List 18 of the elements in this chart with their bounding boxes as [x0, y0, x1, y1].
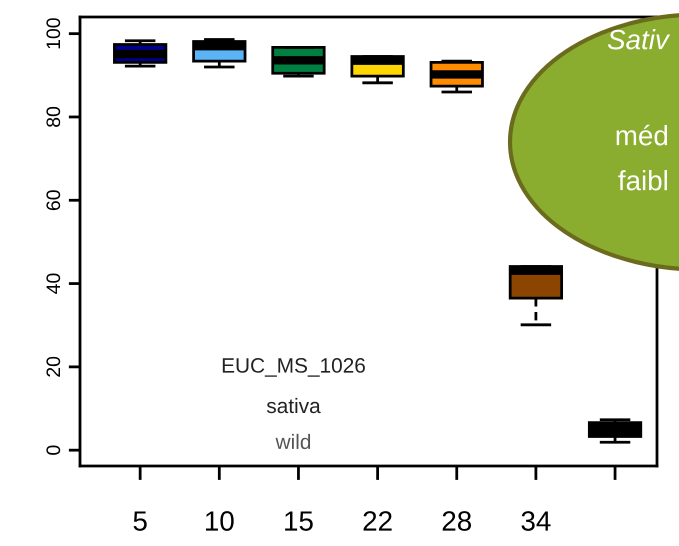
x-tick-label: 28: [442, 511, 471, 531]
x-tick-label: 22: [364, 511, 392, 531]
x-tick-label: 10: [206, 511, 234, 531]
annotation: méd: [616, 124, 668, 146]
y-tick-label: 60: [46, 190, 60, 210]
x-tick-label: 15: [285, 511, 313, 531]
x-tick-label: 34: [522, 511, 551, 531]
annotation: EUC_MS_1026: [222, 358, 365, 377]
x-tick-label: 5: [134, 511, 147, 531]
y-tick-label: 100: [46, 18, 60, 48]
annotation: faibl: [618, 170, 667, 190]
annotation: sativa: [266, 398, 321, 414]
y-tick-label: 80: [46, 106, 60, 127]
annotation: Sativ: [608, 29, 670, 50]
y-tick-label: 40: [46, 274, 60, 294]
y-tick-label: 0: [46, 446, 60, 455]
annotation: wild: [276, 434, 310, 450]
y-tick-label: 20: [46, 356, 60, 377]
